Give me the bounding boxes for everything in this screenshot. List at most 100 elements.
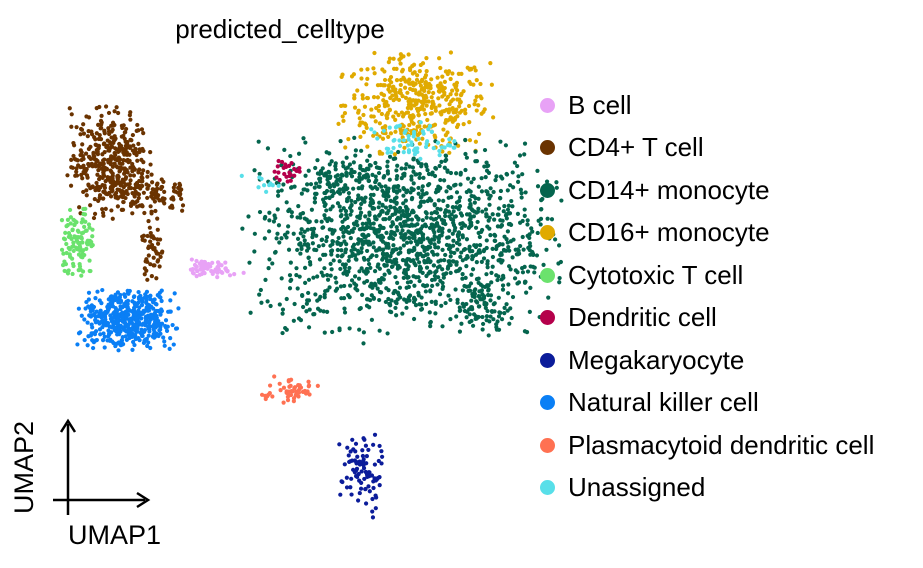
point-cd14-monocyte xyxy=(355,223,360,228)
point-cd14-monocyte xyxy=(364,271,369,276)
point-cd14-monocyte xyxy=(356,185,361,191)
point-cd14-monocyte xyxy=(490,309,495,314)
point-cd4-t-cell xyxy=(148,230,153,236)
point-cd14-monocyte xyxy=(316,244,321,249)
point-cd14-monocyte xyxy=(520,270,526,275)
point-cd14-monocyte xyxy=(459,225,464,231)
point-cd16-monocyte xyxy=(379,111,385,117)
point-cd4-t-cell xyxy=(113,152,118,158)
point-cd14-monocyte xyxy=(297,274,302,279)
point-megakaryocyte xyxy=(362,476,367,482)
point-cd4-t-cell xyxy=(102,183,107,188)
point-cd14-monocyte xyxy=(496,314,502,319)
point-cd4-t-cell xyxy=(91,150,96,155)
point-cd4-t-cell xyxy=(144,268,149,273)
point-cytotoxic-t-cell xyxy=(82,212,88,217)
point-cd4-t-cell xyxy=(97,104,102,110)
point-cd14-monocyte xyxy=(420,188,425,193)
point-cd4-t-cell xyxy=(98,174,103,180)
point-cd4-t-cell xyxy=(89,132,95,137)
point-cd16-monocyte xyxy=(372,71,377,76)
point-cd14-monocyte xyxy=(468,202,473,207)
point-cd14-monocyte xyxy=(328,261,333,266)
point-cd14-monocyte xyxy=(437,163,442,169)
point-cd4-t-cell xyxy=(177,181,182,186)
point-megakaryocyte xyxy=(372,462,378,467)
point-megakaryocyte xyxy=(357,459,362,464)
point-cd14-monocyte xyxy=(448,245,453,250)
point-cd14-monocyte xyxy=(445,265,451,271)
point-cd14-monocyte xyxy=(510,255,515,260)
point-cd4-t-cell xyxy=(84,193,89,198)
point-cd14-monocyte xyxy=(335,253,340,259)
point-cd14-monocyte xyxy=(507,248,512,253)
point-natural-killer-cell xyxy=(113,325,118,331)
point-cd14-monocyte xyxy=(508,183,513,188)
point-cd16-monocyte xyxy=(452,82,457,87)
point-natural-killer-cell xyxy=(113,343,118,349)
point-cd14-monocyte xyxy=(467,312,472,317)
point-cd14-monocyte xyxy=(335,201,341,206)
point-cd16-monocyte xyxy=(489,82,494,87)
point-cd14-monocyte xyxy=(488,293,494,298)
point-cd14-monocyte xyxy=(373,174,378,179)
point-b-cell xyxy=(210,260,215,265)
point-cd4-t-cell xyxy=(123,176,128,181)
point-unassigned xyxy=(389,150,394,155)
point-cd16-monocyte xyxy=(408,68,413,73)
point-cd14-monocyte xyxy=(457,242,462,247)
point-natural-killer-cell xyxy=(146,319,151,325)
point-cd16-monocyte xyxy=(456,122,461,127)
point-cd14-monocyte xyxy=(536,218,541,223)
x-axis-label: UMAP1 xyxy=(68,520,162,550)
point-cd16-monocyte xyxy=(397,57,402,62)
point-cd14-monocyte xyxy=(469,298,474,303)
point-plasmacytoid-dendritic-cell xyxy=(296,382,301,388)
point-plasmacytoid-dendritic-cell xyxy=(281,385,287,390)
point-cd14-monocyte xyxy=(335,247,340,253)
point-cd14-monocyte xyxy=(395,264,401,269)
point-cd14-monocyte xyxy=(376,213,382,218)
point-cd14-monocyte xyxy=(445,203,450,209)
point-cd16-monocyte xyxy=(474,94,479,99)
point-cd14-monocyte xyxy=(421,192,427,197)
point-cd14-monocyte xyxy=(463,151,468,157)
point-cd14-monocyte xyxy=(381,225,386,231)
point-cd16-monocyte xyxy=(474,108,479,113)
point-cd14-monocyte xyxy=(257,171,262,177)
point-megakaryocyte xyxy=(339,479,344,484)
point-cd14-monocyte xyxy=(437,214,442,219)
point-megakaryocyte xyxy=(353,441,359,446)
point-cd14-monocyte xyxy=(349,228,354,233)
point-cd16-monocyte xyxy=(454,92,459,97)
point-cd4-t-cell xyxy=(81,131,87,136)
point-cd16-monocyte xyxy=(481,109,486,114)
point-cd14-monocyte xyxy=(488,314,493,319)
point-cd14-monocyte xyxy=(439,159,444,164)
legend-label: Plasmacytoid dendritic cell xyxy=(568,429,875,460)
point-cd14-monocyte xyxy=(363,214,368,219)
point-cd4-t-cell xyxy=(169,203,175,208)
point-cd14-monocyte xyxy=(484,238,489,243)
point-cd14-monocyte xyxy=(386,194,391,199)
point-cd16-monocyte xyxy=(403,95,409,100)
point-cd16-monocyte xyxy=(391,114,396,119)
point-cd14-monocyte xyxy=(477,289,482,294)
point-cd4-t-cell xyxy=(86,162,91,167)
point-cd14-monocyte xyxy=(427,181,432,187)
point-cd14-monocyte xyxy=(279,276,284,281)
point-cd4-t-cell xyxy=(158,254,163,259)
point-natural-killer-cell xyxy=(124,313,129,318)
point-cd14-monocyte xyxy=(385,331,390,336)
point-cd14-monocyte xyxy=(422,258,427,264)
point-cd14-monocyte xyxy=(444,157,449,162)
point-cd14-monocyte xyxy=(359,201,364,207)
point-cd16-monocyte xyxy=(429,95,434,100)
point-cd14-monocyte xyxy=(305,182,310,187)
point-cd16-monocyte xyxy=(371,133,376,138)
point-natural-killer-cell xyxy=(133,333,138,338)
point-cd4-t-cell xyxy=(121,158,126,163)
point-megakaryocyte xyxy=(349,492,354,497)
point-cd14-monocyte xyxy=(248,310,253,315)
